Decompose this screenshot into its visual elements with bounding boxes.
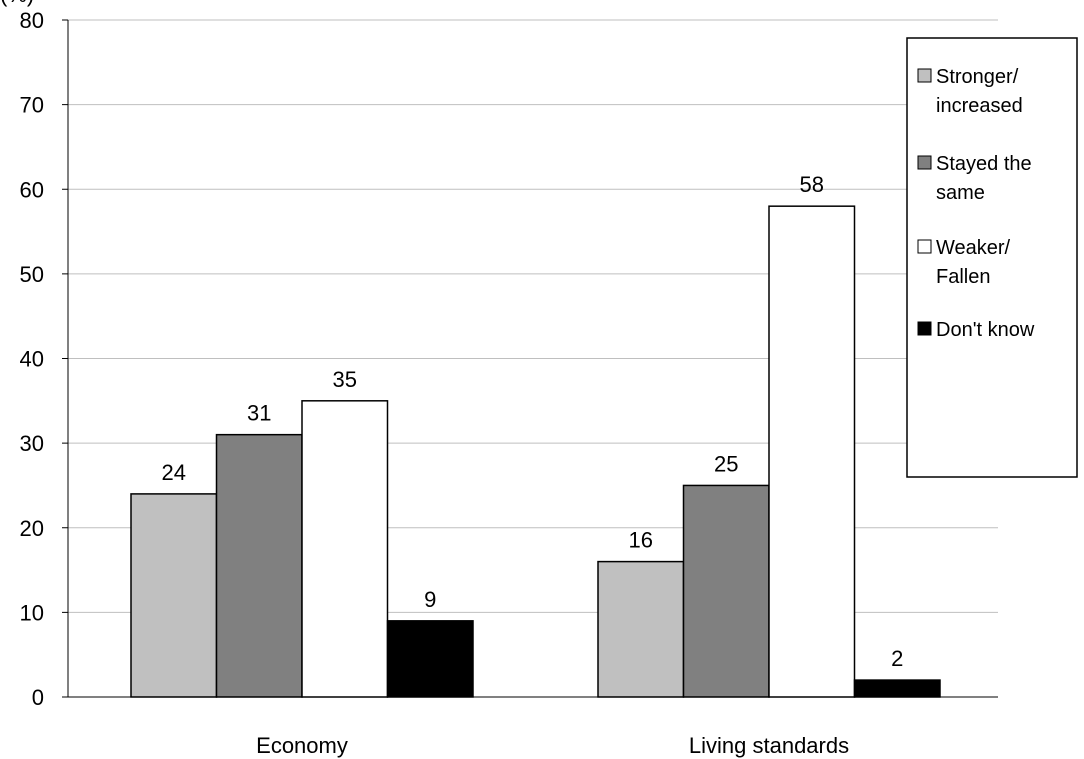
y-tick-label: 10 [20,600,44,625]
y-tick-label: 20 [20,516,44,541]
category-label: Living standards [689,733,849,758]
bar [301,400,389,698]
category-label: Economy [256,733,348,758]
legend-label: increased [936,95,1023,117]
data-label: 2 [891,646,903,671]
legend-label: Fallen [936,266,990,288]
legend-box [906,37,1078,478]
legend: Stronger/increased Stayed the same Weaker/F… [906,37,1078,478]
data-label: 35 [333,367,357,392]
legend-label: Weaker/ [936,237,1011,259]
data-label: 16 [629,528,653,553]
y-tick-label: 50 [20,262,44,287]
y-tick-label: 40 [20,347,44,372]
bar [768,205,856,698]
data-label: 31 [247,401,271,426]
legend-label: Stronger/ [936,66,1019,88]
data-label: 9 [424,587,436,612]
bar [853,679,941,698]
data-label: 58 [800,172,824,197]
y-tick-label: 60 [20,177,44,202]
y-tick-label: 70 [20,93,44,118]
bar [215,433,303,698]
data-label: 25 [714,451,738,476]
legend-label: Stayed the [936,153,1032,175]
data-label: 24 [162,460,186,485]
legend-label: same [936,182,985,204]
legend-swatch [917,239,932,254]
data-labels: 24 31 35 9 Economy 16 25 58 2 Living standards [162,172,904,758]
bar [597,560,685,698]
bar [130,493,218,698]
bar [682,484,770,698]
y-axis-label: (%) [0,0,34,7]
legend-label: Don't know [936,319,1035,341]
y-tick-label: 0 [32,685,44,710]
bars [130,205,941,698]
legend-swatch [917,155,932,170]
legend-swatch [917,321,932,336]
bar [386,620,474,698]
y-tick-label: 80 [20,8,44,33]
legend-swatch [917,68,932,83]
y-tick-label: 30 [20,431,44,456]
